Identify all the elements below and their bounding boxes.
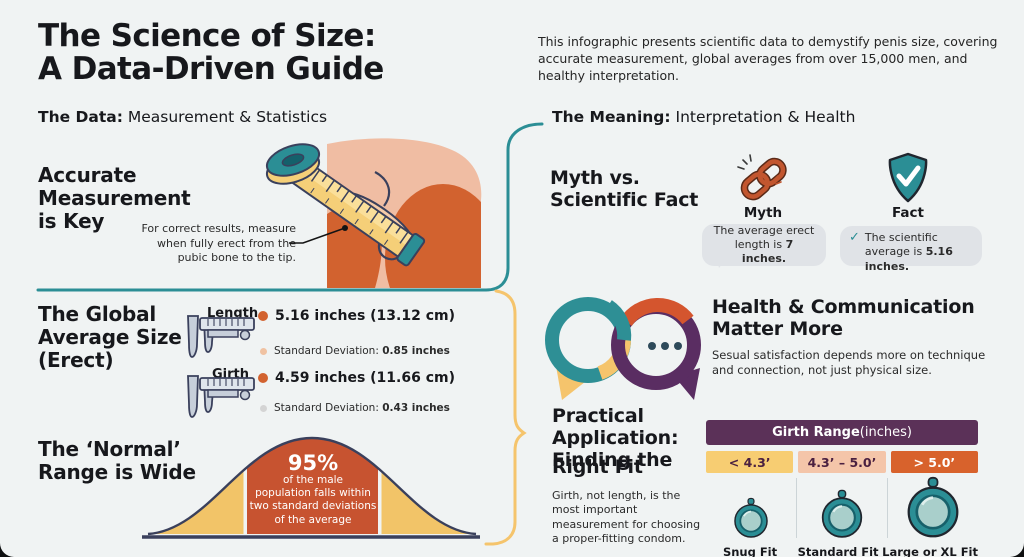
- length-caliper-icon: [187, 315, 255, 358]
- practical-body: Girth, not length, is the most important…: [552, 489, 701, 545]
- fit-label-standard: Standard Fit: [797, 545, 879, 557]
- bell-percent: 95%: [287, 451, 339, 475]
- broken-chain-icon: [737, 154, 787, 201]
- bell-curve-annotation: 95% of the male population falls within …: [239, 452, 387, 527]
- shield-check-icon: [888, 152, 928, 203]
- measurement-note: For correct results, measure when fully …: [141, 222, 296, 265]
- check-icon: ✓: [849, 230, 860, 245]
- condom-ring-icon-small: [734, 497, 769, 538]
- myth-label: Myth: [743, 205, 783, 221]
- girth-caliper-icon: [187, 375, 255, 418]
- condom-ring-icon-medium: [821, 489, 863, 538]
- length-sd-bullet: [260, 347, 267, 355]
- fit-labels-row: Snug Fit Standard Fit Large or XL Fit: [706, 545, 978, 557]
- girth-table-header-bold: Girth Range: [772, 425, 860, 440]
- left-column-header-bold: The Data:: [38, 108, 123, 126]
- girth-bullet: [258, 373, 268, 383]
- myth-fact-heading: Myth vs. Scientific Fact: [550, 167, 699, 212]
- fit-icons-row: [706, 473, 978, 539]
- tape-measure-icon: [265, 138, 482, 288]
- range-cell-standard: 4.3’ – 5.0’: [798, 451, 886, 473]
- fit-col-standard: [797, 473, 888, 539]
- length-sd-label: Standard Deviation:: [274, 345, 383, 357]
- range-cell-snug: < 4.3’: [706, 451, 794, 473]
- fact-label: Fact: [892, 205, 924, 221]
- fit-label-large: Large or XL Fit: [882, 545, 978, 557]
- left-column-header-rest: Measurement & Statistics: [122, 108, 328, 126]
- right-column-header: The Meaning: Interpretation & Health: [552, 108, 855, 126]
- fact-bubble: ✓ The scientific average is 5.16 inches.: [840, 226, 982, 273]
- practical-heading-block: Practical Application: Finding the Right…: [552, 405, 702, 478]
- fit-separator-2: [887, 478, 888, 538]
- right-column-header-bold: The Meaning:: [552, 108, 671, 126]
- girth-table-header-rest: (inches): [859, 425, 912, 440]
- speech-bubbles-icon: [545, 297, 701, 400]
- girth-sd-row: Standard Deviation: 0.43 inches: [260, 402, 450, 414]
- health-body: Sesual satisfaction depends more on tech…: [712, 348, 986, 377]
- myth-text: The average erect length is 7 inches.: [711, 224, 817, 267]
- fit-col-large: [887, 473, 978, 539]
- fit-label-snug: Snug Fit: [722, 545, 778, 557]
- range-cell-large: > 5.0’: [890, 451, 978, 473]
- girth-range-table: Girth Range (inches) < 4.3’ 4.3’ – 5.0’ …: [706, 420, 978, 557]
- girth-table-header: Girth Range (inches): [706, 420, 978, 445]
- practical-heading: Practical Application: Finding the: [552, 405, 679, 472]
- girth-sd-bullet: [260, 404, 267, 412]
- bell-description: of the male population falls within two …: [249, 474, 377, 526]
- myth-bubble: The average erect length is 7 inches.: [702, 224, 826, 268]
- fit-separator-1: [796, 478, 797, 538]
- measurement-heading: Accurate Measurement is Key: [38, 163, 191, 234]
- normal-range-heading: The ‘Normal’ Range is Wide: [38, 437, 196, 485]
- length-value-row: 5.16 inches (13.12 cm): [258, 308, 455, 324]
- girth-table-ranges: < 4.3’ 4.3’ – 5.0’ > 5.0’: [706, 451, 978, 473]
- girth-sd-label: Standard Deviation:: [274, 402, 383, 414]
- myth-text-bold: 7 inches.: [741, 237, 794, 266]
- section-divider-brackets: [36, 122, 544, 546]
- length-value: 5.16 inches (13.12 cm): [275, 308, 455, 324]
- condom-ring-icon-large: [907, 476, 959, 538]
- length-sd-row: Standard Deviation: 0.85 inches: [260, 345, 450, 357]
- length-sd: Standard Deviation: 0.85 inches: [274, 345, 450, 357]
- length-sd-value: 0.85 inches: [382, 345, 450, 357]
- fact-text-prefix: The scientific average is: [864, 231, 938, 259]
- girth-value-row: 4.59 inches (11.66 cm): [258, 370, 455, 386]
- left-column-header: The Data: Measurement & Statistics: [38, 108, 327, 126]
- average-heading: The Global Average Size (Erect): [38, 302, 182, 373]
- myth-text-prefix: The average erect length is: [713, 223, 815, 251]
- health-heading: Health & Communication Matter More: [712, 296, 975, 341]
- practical-heading-overlap: Right Fit: [552, 456, 643, 479]
- length-bullet: [258, 311, 268, 321]
- page-title: The Science of Size: A Data-Driven Guide: [38, 18, 384, 88]
- right-column-header-rest: Interpretation & Health: [670, 108, 856, 126]
- fit-col-snug: [706, 473, 797, 539]
- fact-text-bold: 5.16 inches.: [864, 245, 953, 273]
- bell-curve: [142, 436, 480, 539]
- intro-paragraph: This infographic presents scientific dat…: [538, 34, 998, 83]
- girth-sd-value: 0.43 inches: [382, 402, 450, 414]
- girth-value: 4.59 inches (11.66 cm): [275, 370, 455, 386]
- fact-text: The scientific average is 5.16 inches.: [865, 231, 973, 274]
- girth-sd: Standard Deviation: 0.43 inches: [274, 402, 450, 414]
